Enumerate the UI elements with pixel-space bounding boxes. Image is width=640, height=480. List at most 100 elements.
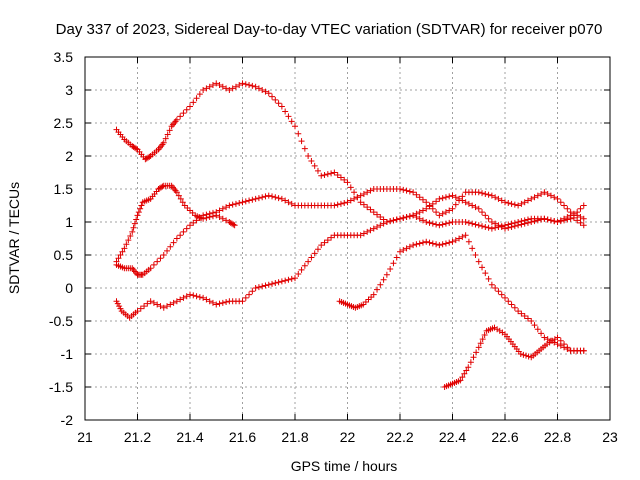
data-point: [413, 191, 420, 198]
data-point: [459, 233, 466, 240]
data-point: [423, 238, 430, 245]
data-point: [482, 223, 489, 230]
data-point: [249, 288, 256, 295]
data-point: [252, 285, 259, 291]
data-point: [179, 199, 186, 206]
data-point: [517, 351, 524, 357]
data-point: [147, 298, 154, 305]
data-point: [239, 199, 246, 206]
data-point: [351, 195, 358, 202]
data-point: [275, 279, 282, 286]
data-point: [472, 221, 479, 228]
data-point: [449, 205, 456, 212]
data-point: [479, 209, 486, 216]
data-point: [370, 225, 377, 232]
data-point: [259, 194, 266, 201]
data-point: [125, 237, 132, 244]
data-point: [209, 299, 216, 306]
data-point: [472, 204, 479, 211]
data-point: [216, 300, 223, 307]
data-point: [551, 194, 558, 201]
data-point: [488, 281, 495, 288]
data-point: [347, 184, 354, 191]
data-point: [344, 199, 351, 206]
x-tick-label: 22.6: [491, 429, 518, 445]
data-point: [400, 214, 407, 221]
data-point: [282, 277, 289, 284]
data-point: [236, 200, 243, 207]
data-point: [488, 219, 495, 225]
data-point: [419, 239, 426, 246]
data-point: [475, 344, 482, 351]
data-point: [242, 198, 249, 205]
data-point: [515, 308, 522, 315]
data-point: [170, 239, 177, 246]
data-point: [370, 291, 377, 298]
data-point: [413, 241, 420, 248]
series-trace-6: [441, 324, 587, 390]
data-point: [426, 202, 433, 209]
series-trace-2: [113, 182, 238, 265]
data-point: [164, 247, 171, 254]
data-point: [144, 300, 151, 307]
data-point: [520, 351, 527, 358]
data-point: [436, 242, 443, 249]
data-point: [515, 219, 522, 225]
data-point: [321, 239, 328, 246]
data-point: [400, 186, 407, 193]
data-point: [239, 80, 246, 87]
data-point: [380, 276, 387, 283]
data-point: [561, 202, 568, 209]
data-point: [577, 219, 584, 226]
data-point: [406, 188, 413, 195]
data-point: [367, 187, 374, 194]
data-point: [367, 206, 374, 213]
data-point: [485, 275, 492, 282]
data-point: [467, 359, 474, 366]
data-point: [482, 212, 489, 219]
data-point: [265, 281, 272, 288]
data-point: [580, 347, 587, 354]
data-point: [419, 217, 426, 224]
data-point: [429, 220, 436, 227]
y-tick-label: -0.5: [49, 313, 73, 329]
data-point: [475, 205, 482, 212]
data-point: [564, 205, 571, 212]
data-point: [551, 218, 558, 225]
data-point: [180, 228, 187, 235]
data-point: [160, 252, 167, 258]
data-point: [423, 219, 430, 225]
data-point: [410, 212, 417, 219]
data-point: [416, 209, 423, 216]
data-point: [249, 82, 256, 89]
data-point: [502, 222, 508, 229]
data-point: [498, 197, 505, 204]
y-tick-label: 2.5: [54, 115, 74, 131]
data-point: [187, 291, 193, 298]
data-point: [295, 270, 302, 277]
data-point: [397, 215, 403, 222]
grid-lines: [85, 57, 610, 420]
data-point: [344, 179, 351, 186]
data-point: [564, 344, 571, 351]
data-point: [246, 82, 253, 89]
data-point: [577, 205, 584, 212]
data-point: [164, 303, 171, 310]
data-point: [157, 255, 164, 262]
data-point: [213, 301, 220, 308]
data-point: [508, 220, 515, 227]
data-point: [523, 352, 529, 359]
data-point: [456, 197, 463, 204]
data-point: [223, 217, 230, 224]
x-axis-label: GPS time / hours: [291, 458, 398, 474]
data-point: [473, 349, 480, 356]
data-point: [187, 222, 193, 229]
data-point: [311, 162, 318, 169]
data-point: [295, 130, 302, 137]
series-trace-3: [113, 186, 587, 278]
data-point: [177, 232, 184, 239]
data-point: [288, 200, 295, 207]
data-point: [406, 213, 413, 220]
data-point: [150, 261, 157, 268]
data-point: [580, 222, 587, 229]
